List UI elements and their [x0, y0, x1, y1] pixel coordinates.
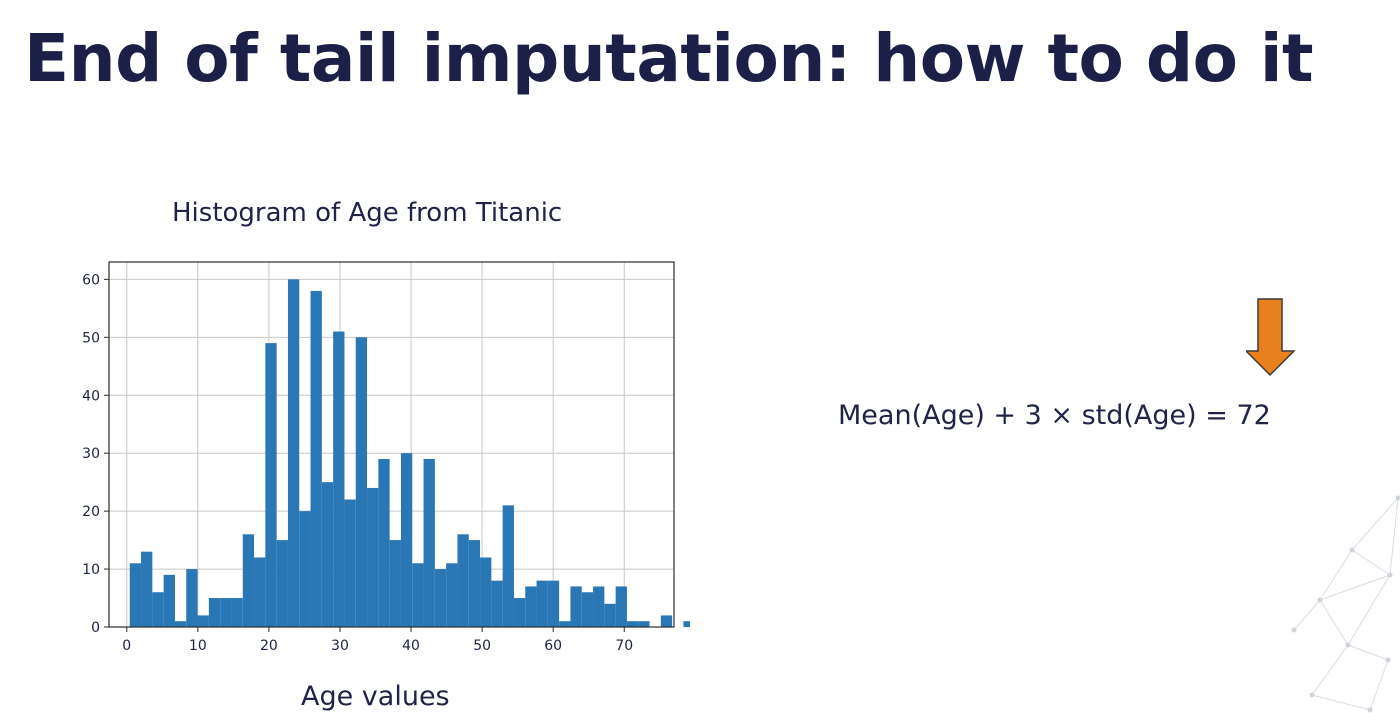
- x-tick-label: 50: [473, 638, 491, 654]
- y-tick-label: 50: [82, 330, 100, 346]
- histogram-bar: [593, 586, 605, 627]
- histogram-bar: [152, 592, 164, 627]
- histogram-bar: [321, 482, 334, 627]
- slide-title: End of tail imputation: how to do it: [24, 20, 1314, 97]
- histogram-bar: [400, 453, 413, 627]
- histogram-bar: [502, 505, 514, 627]
- y-tick-label: 20: [82, 504, 100, 520]
- histogram-bar: [615, 586, 627, 627]
- histogram-bar: [480, 557, 492, 627]
- histogram-bar: [208, 598, 221, 627]
- x-tick-label: 20: [260, 638, 278, 654]
- histogram-bar: [299, 511, 311, 627]
- y-tick-label: 30: [82, 446, 100, 462]
- x-tick-label: 60: [544, 638, 562, 654]
- histogram-bar: [434, 569, 447, 627]
- formula-text: Mean(Age) + 3 × std(Age) = 72: [838, 400, 1271, 431]
- histogram-bar: [231, 598, 243, 627]
- x-tick-label: 30: [331, 638, 349, 654]
- histogram-bar: [513, 598, 526, 627]
- histogram-bar: [536, 580, 548, 627]
- x-tick-label: 70: [615, 638, 633, 654]
- histogram-bar: [242, 534, 255, 627]
- histogram-bar: [604, 603, 616, 627]
- histogram-bar: [276, 540, 288, 627]
- y-tick-label: 40: [82, 388, 100, 404]
- y-tick-label: 0: [91, 620, 100, 636]
- histogram-bars: [129, 279, 690, 627]
- histogram-bar: [174, 621, 187, 627]
- histogram-bar: [525, 586, 537, 627]
- histogram-bar: [333, 331, 345, 627]
- histogram-bar: [367, 487, 379, 627]
- histogram-bar: [265, 343, 277, 627]
- histogram-bar: [254, 557, 266, 627]
- histogram-bar: [412, 563, 424, 627]
- histogram-bar: [344, 499, 356, 627]
- histogram-bar: [626, 621, 639, 627]
- histogram-bar: [310, 290, 322, 627]
- histogram-bar: [287, 279, 300, 627]
- x-tick-label: 0: [122, 638, 131, 654]
- y-tick-label: 60: [82, 272, 100, 288]
- chart-title: Histogram of Age from Titanic: [172, 198, 563, 228]
- x-tick-label: 10: [189, 638, 207, 654]
- histogram-bar: [197, 615, 209, 627]
- histogram-bar: [547, 580, 560, 627]
- histogram-bar: [570, 586, 582, 627]
- histogram-bar: [129, 563, 142, 627]
- histogram-bar: [423, 458, 435, 627]
- plot-frame: [108, 261, 675, 628]
- histogram-bar: [446, 563, 458, 627]
- histogram-bar: [355, 337, 368, 627]
- network-graph-icon: [1291, 495, 1400, 713]
- x-axis-label: Age values: [301, 681, 450, 712]
- histogram-bar: [660, 615, 673, 627]
- x-tick-label: 40: [402, 638, 420, 654]
- histogram-bar: [389, 540, 401, 627]
- histogram-bar: [457, 534, 469, 627]
- histogram-bar: [220, 598, 232, 627]
- histogram-bar: [683, 621, 690, 627]
- histogram-bar: [491, 580, 503, 627]
- histogram-bar: [186, 569, 198, 627]
- y-tick-label: 10: [82, 562, 100, 578]
- chart-axes: 0 10 20 30 40 50 60 70 0 10 20 30 40 50 60: [82, 261, 675, 654]
- down-arrow-icon: [1246, 298, 1296, 377]
- histogram-bar: [163, 574, 175, 627]
- histogram-chart: 0 10 20 30 40 50 60 70 0 10 20 30 40 50 60: [82, 261, 690, 654]
- histogram-bar: [581, 592, 594, 627]
- histogram-bar: [559, 621, 571, 627]
- chart-grid: [109, 262, 674, 628]
- histogram-bar: [378, 458, 390, 627]
- histogram-bar: [141, 551, 153, 627]
- histogram-bar: [638, 621, 650, 627]
- histogram-bar: [468, 540, 481, 627]
